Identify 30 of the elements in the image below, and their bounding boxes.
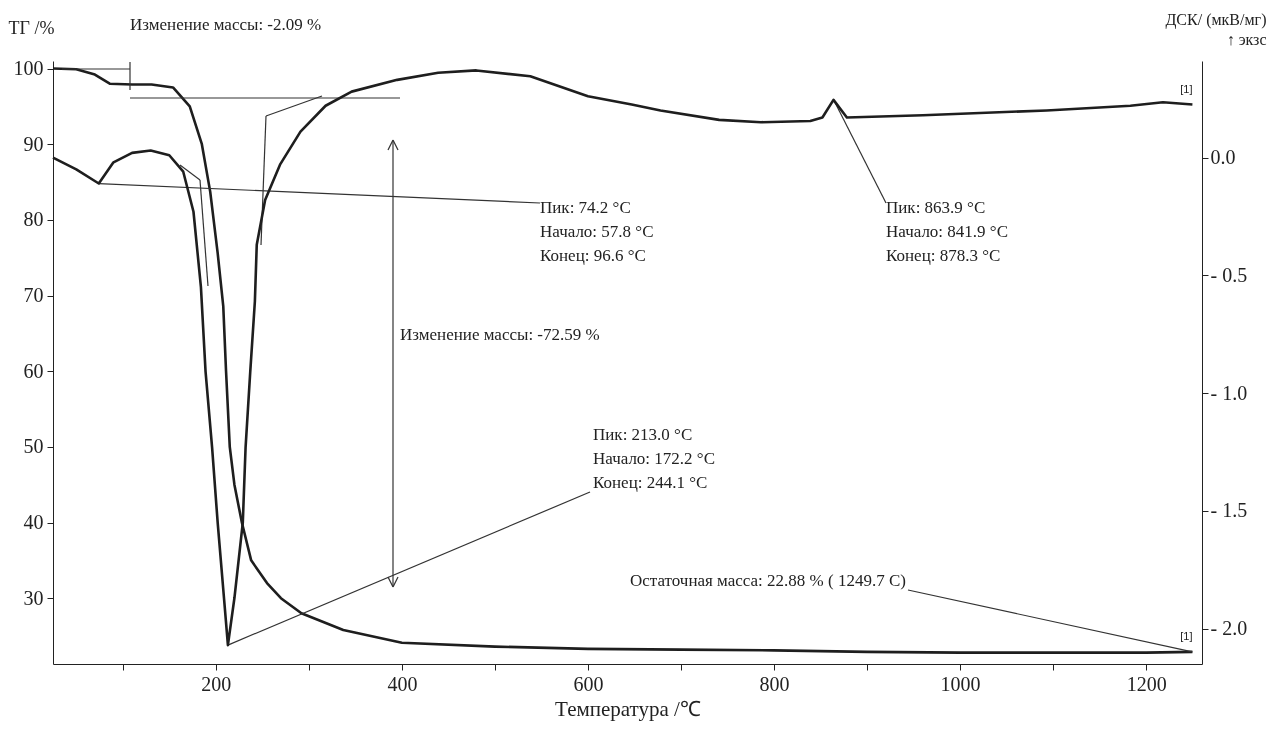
x-tick-label: 400 — [387, 672, 418, 695]
y2-tick-label: - 0.5 — [1210, 263, 1248, 286]
y-tick-label: 80 — [23, 208, 44, 231]
series-label: [1] — [1180, 82, 1193, 95]
x-tick-label: 1000 — [940, 672, 981, 695]
annotation: Пик: 863.9 °C Начало: 841.9 °C Конец: 878.3 °C — [886, 198, 1008, 265]
x-tick-label: 1200 — [1126, 672, 1167, 695]
y-axis-title: ТГ /% — [8, 17, 55, 38]
text: Изменение массы: -2.09 % — [130, 15, 322, 34]
y2-tick-label: - 1.0 — [1210, 381, 1248, 404]
series-label: [1] — [1180, 629, 1193, 642]
x-tick-label: 200 — [201, 672, 232, 695]
y-tick-label: 50 — [23, 435, 44, 458]
y-tick-label: 30 — [23, 586, 44, 609]
y-tick-label: 60 — [23, 359, 44, 382]
annotation: Остаточная масса: 22.88 % ( 1249.7 C) — [630, 571, 906, 590]
y2-tick-label: - 1.5 — [1210, 499, 1248, 522]
x-tick-label: 600 — [573, 672, 604, 695]
y2-axis-title: ДСК/ (мкВ/мг) ↑ экзс — [1165, 10, 1267, 48]
annotation: Пик: 213.0 °C Начало: 172.2 °C Конец: 244.1 °C — [593, 425, 715, 492]
y-tick-label: 70 — [23, 284, 44, 307]
x-tick-label: 800 — [759, 672, 790, 695]
y2-tick-label: 0.0 — [1210, 146, 1236, 169]
y-tick-label: 100 — [13, 57, 44, 80]
x-axis-title: Температура /℃ — [555, 696, 701, 721]
annotation: Пик: 74.2 °C Начало: 57.8 °C Конец: 96.6 °C — [540, 198, 654, 265]
y-tick-label: 90 — [23, 132, 44, 155]
y-tick-label: 40 — [23, 511, 44, 534]
y2-tick-label: - 2.0 — [1210, 617, 1248, 640]
annotation: Изменение массы: -72.59 % — [400, 325, 600, 344]
